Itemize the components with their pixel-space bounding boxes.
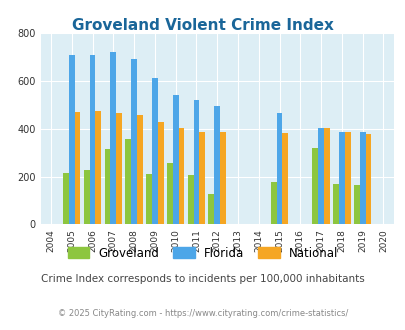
Bar xyxy=(270,182,276,224)
Bar xyxy=(63,173,69,224)
Bar xyxy=(333,184,338,224)
Bar xyxy=(344,132,350,224)
Bar xyxy=(276,113,282,224)
Bar xyxy=(104,149,110,224)
Bar xyxy=(359,132,364,224)
Bar xyxy=(166,163,172,224)
Bar xyxy=(95,111,101,224)
Bar xyxy=(364,134,371,224)
Bar xyxy=(353,185,359,224)
Text: Groveland Violent Crime Index: Groveland Violent Crime Index xyxy=(72,18,333,33)
Bar xyxy=(146,174,151,224)
Bar xyxy=(311,148,318,224)
Bar xyxy=(187,175,193,224)
Bar xyxy=(282,133,288,224)
Bar xyxy=(110,52,116,224)
Bar xyxy=(172,95,178,224)
Text: Crime Index corresponds to incidents per 100,000 inhabitants: Crime Index corresponds to incidents per… xyxy=(41,274,364,284)
Bar xyxy=(178,128,184,224)
Bar xyxy=(90,54,95,224)
Bar xyxy=(125,140,131,224)
Bar xyxy=(318,127,323,224)
Bar xyxy=(75,112,80,224)
Bar xyxy=(199,132,205,224)
Bar xyxy=(116,113,122,224)
Bar xyxy=(131,59,136,224)
Legend: Groveland, Florida, National: Groveland, Florida, National xyxy=(63,242,342,264)
Bar xyxy=(158,122,163,224)
Bar xyxy=(338,132,344,224)
Bar xyxy=(214,107,220,224)
Bar xyxy=(151,78,158,224)
Text: © 2025 CityRating.com - https://www.cityrating.com/crime-statistics/: © 2025 CityRating.com - https://www.city… xyxy=(58,309,347,318)
Bar xyxy=(69,54,75,224)
Bar xyxy=(323,128,329,224)
Bar xyxy=(136,115,143,224)
Bar xyxy=(193,100,199,224)
Bar xyxy=(83,170,90,224)
Bar xyxy=(220,132,225,224)
Bar xyxy=(208,194,214,224)
